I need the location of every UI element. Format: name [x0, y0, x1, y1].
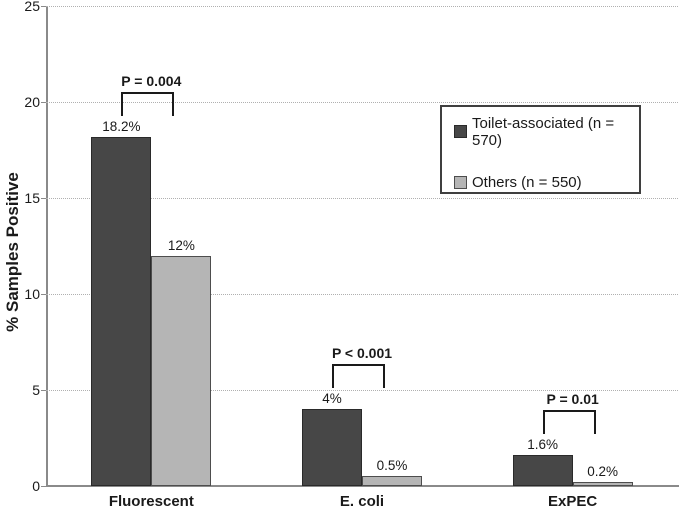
gridline-15 — [46, 197, 678, 199]
x-category-label: E. coli — [339, 493, 385, 510]
gridline-25 — [46, 5, 678, 7]
bar-series0-fluorescent — [91, 136, 152, 486]
bar-value-label: 0.5% — [376, 458, 408, 474]
y-tick-label: 5 — [32, 382, 40, 398]
y-tick-label: 0 — [32, 478, 40, 494]
bar-series0-expec — [512, 455, 573, 486]
significance-bracket — [542, 410, 596, 435]
legend-swatch-others — [454, 175, 467, 189]
significance-label: P = 0.004 — [121, 72, 182, 89]
x-category-label: ExPEC — [548, 493, 598, 510]
significance-bracket — [121, 91, 175, 116]
bar-series1-expec — [572, 482, 633, 486]
y-tick-mark — [41, 390, 46, 391]
bar-series1-e-coli — [362, 476, 422, 486]
bar-value-label: 18.2% — [102, 118, 141, 134]
bar-value-label: 4% — [322, 391, 342, 407]
legend-label-toilet-associated: Toilet-associated (n = 570) — [472, 114, 615, 149]
y-tick-label: 25 — [24, 0, 40, 14]
legend-label-others: Others (n = 550) — [472, 173, 582, 191]
y-tick-mark — [41, 6, 46, 7]
y-tick-label: 20 — [24, 94, 40, 110]
bar-series1-fluorescent — [151, 255, 212, 486]
legend-item-toilet-associated: Toilet-associated (n = 570) — [454, 115, 639, 149]
bar-value-label: 1.6% — [527, 437, 559, 453]
significance-bracket — [332, 364, 385, 389]
x-axis-line — [46, 485, 679, 487]
gridline-10 — [46, 293, 678, 295]
gridline-20 — [46, 101, 678, 103]
y-tick-mark — [41, 102, 46, 103]
plot-area: 18.2% 12% P = 0.004 4% 0.5% P < 0.001 1.6% 0.2%… — [46, 5, 678, 486]
y-tick-label: 10 — [24, 286, 40, 302]
y-tick-label: 15 — [24, 190, 40, 206]
legend-item-others: Others (n = 550) — [454, 174, 639, 191]
y-axis-line — [46, 6, 48, 487]
significance-label: P = 0.01 — [546, 391, 599, 408]
x-category-label: Fluorescent — [108, 493, 194, 510]
gridline-5 — [46, 389, 678, 391]
y-tick-mark — [41, 198, 46, 199]
legend-swatch-toilet-associated — [454, 125, 467, 138]
bar-value-label: 12% — [167, 237, 195, 253]
y-axis-title: % Samples Positive — [3, 172, 22, 332]
bar-series0-e-coli — [302, 409, 362, 486]
y-tick-mark — [41, 486, 46, 487]
bar-value-label: 0.2% — [587, 464, 619, 480]
significance-label: P < 0.001 — [331, 345, 393, 362]
y-tick-mark — [41, 294, 46, 295]
legend: Toilet-associated (n = 570) Others (n = … — [440, 105, 641, 194]
